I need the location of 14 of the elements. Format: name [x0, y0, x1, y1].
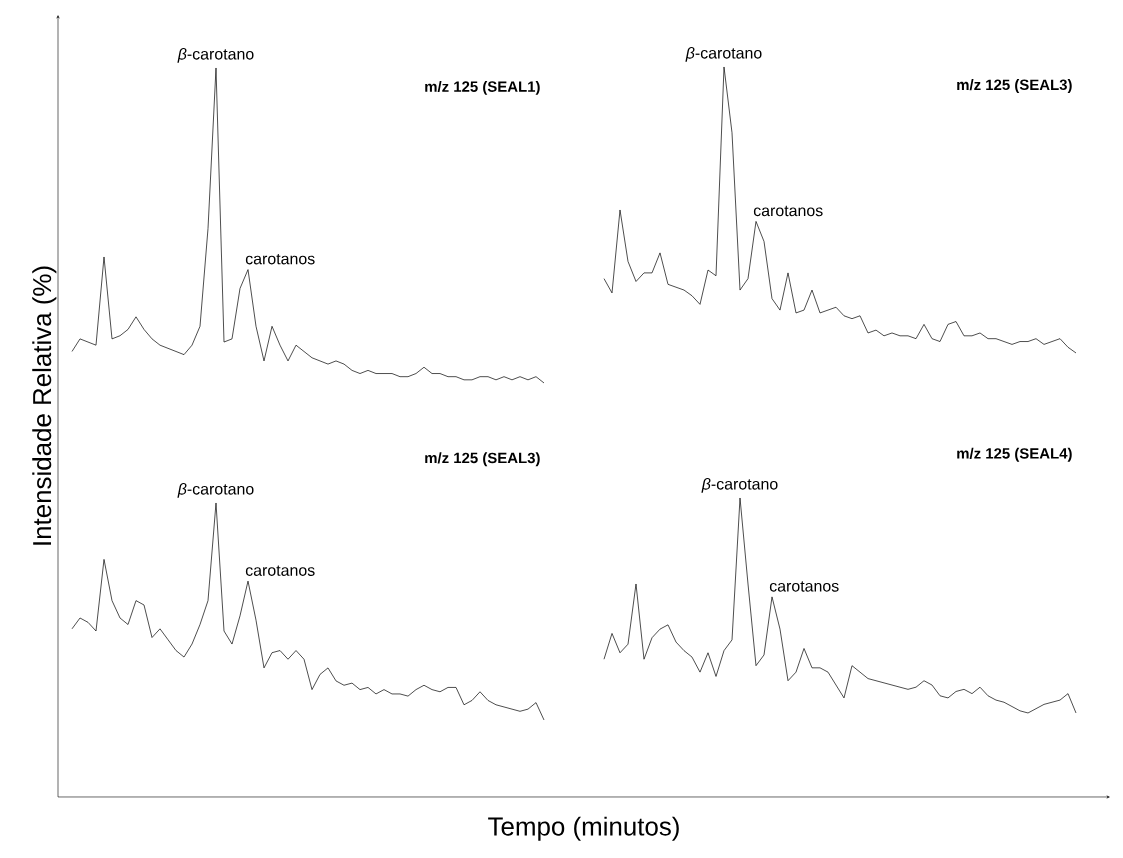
text: β-carotano: [177, 482, 254, 498]
text: m/z 125 (SEAL4): [957, 447, 1072, 462]
text: β-carotano: [177, 47, 254, 63]
text: Tempo (minutos): [488, 816, 679, 841]
text: β-carotano: [685, 46, 762, 62]
text: m/z 125 (SEAL3): [957, 79, 1072, 93]
text: β-carotano: [701, 477, 778, 493]
annotation: carotanos: [245, 565, 315, 576]
text: Intensidade Relativa (%): [32, 266, 57, 545]
text: m/z 125 (SEAL3): [425, 452, 540, 467]
annotation: carotanos: [245, 253, 315, 265]
annotation: carotanos: [769, 581, 839, 592]
text: m/z 125 (SEAL1): [425, 80, 540, 95]
annotation: carotanos: [753, 205, 823, 217]
